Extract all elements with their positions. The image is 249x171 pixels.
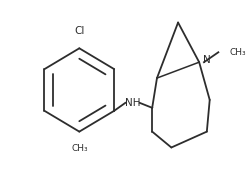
- Text: NH: NH: [125, 98, 141, 108]
- Text: Cl: Cl: [74, 26, 84, 36]
- Text: CH₃: CH₃: [230, 48, 247, 57]
- Text: CH₃: CH₃: [71, 143, 88, 153]
- Text: N: N: [203, 55, 211, 65]
